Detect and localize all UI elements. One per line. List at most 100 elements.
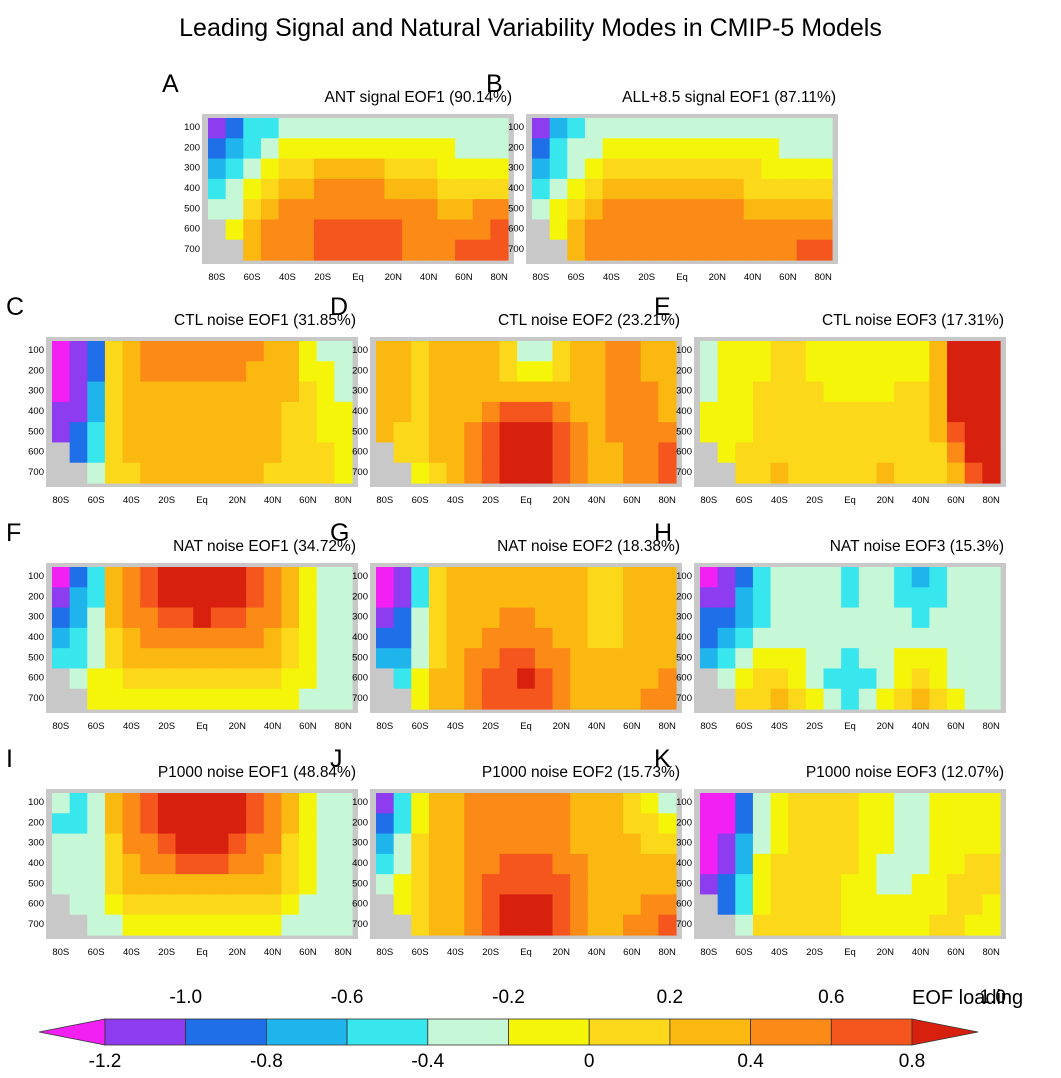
heatmap-cell [770,587,789,609]
heatmap-cell [929,813,948,835]
heatmap-cell [623,688,642,710]
heatmap-cell [104,567,124,588]
heatmap-cell [140,442,159,464]
heatmap-cell [428,853,448,875]
heatmap-cell [841,894,860,916]
heatmap-cell [964,793,983,814]
heatmap-cell [210,853,230,875]
heatmap-cell [428,361,448,383]
heatmap-cell [225,158,244,180]
heatmap-cell [858,894,878,916]
heatmap-cell [87,607,106,629]
y-tick-label: 700 [352,919,368,930]
panel-letter: J [330,745,343,773]
heatmap-cell [393,894,412,916]
heatmap-cell [602,199,621,221]
heatmap-cell [122,627,141,649]
heatmap-cell [605,627,624,649]
heatmap-cell [770,381,789,403]
heatmap-cell [334,567,353,588]
heatmap-cell [929,688,948,710]
heatmap-cell [637,178,657,200]
heatmap-cell [278,178,297,200]
heatmap-cell [673,118,692,139]
heatmap-cell [208,178,227,200]
y-tick-label: 300 [508,163,524,174]
heatmap-cell [549,178,568,200]
heatmap-cell [104,442,124,464]
heatmap-cell [281,341,300,362]
heatmap-cell [446,894,465,916]
heatmap-cell [366,219,386,241]
colorbar-tick-label: 0.6 [818,987,845,1008]
heatmap-cell [796,158,815,180]
heatmap-cell [655,138,674,160]
heatmap-cell [376,462,395,484]
heatmap-cell [658,688,677,710]
heatmap-cell [788,341,807,362]
heatmap-cell [175,627,194,649]
heatmap-cell [717,853,736,875]
heatmap-cell [534,607,554,629]
heatmap-cell [982,648,1001,670]
heatmap-cell [87,894,106,916]
heatmap-cell [52,688,71,710]
heatmap-cell [602,118,621,139]
y-tick-label: 500 [508,203,524,214]
heatmap-cell [334,813,353,835]
y-tick-label: 300 [676,612,692,623]
heatmap-cell [104,361,124,383]
y-tick-label: 100 [352,571,368,582]
heatmap-cell [499,648,518,670]
heatmap-cell [770,422,789,444]
heatmap-cell [313,199,333,221]
heatmap-cell [260,199,280,221]
heatmap-cell [246,401,265,423]
heatmap-cell [175,894,194,916]
x-tick-label: 20S [158,495,175,506]
heatmap-cell [243,138,262,160]
heatmap-cell [947,422,966,444]
heatmap-cell [929,401,948,423]
colorbar-segment [104,1018,187,1046]
heatmap-cell [517,422,536,444]
heatmap-cell [841,587,860,609]
heatmap-cell [690,178,710,200]
heatmap-cell [334,874,353,896]
heatmap-cell [446,648,465,670]
y-tick-label: 100 [352,797,368,808]
heatmap-cell [708,178,727,200]
heatmap-cell [640,442,659,464]
heatmap-cell [472,199,491,221]
heatmap-cell [876,587,895,609]
heatmap-cell [587,361,607,383]
heatmap-cell [376,688,395,710]
panel-letter: I [6,745,13,773]
heatmap-cells [52,341,353,484]
x-tick-label: 20S [482,495,499,506]
heatmap-cell [411,361,430,383]
heatmap-cell [157,874,177,896]
colorbar-segment [669,1018,752,1046]
heatmap-cell [349,239,368,261]
x-tick-label: 60S [736,495,753,506]
heatmap-cell [911,914,931,936]
heatmap-cell [640,587,659,609]
heatmap-cell [402,158,421,180]
x-tick-label: 20S [806,721,823,732]
heatmap-cell [623,648,642,670]
heatmap-cell [376,422,395,444]
heatmap-cell [717,381,736,403]
y-tick-label: 500 [352,878,368,889]
heatmap-cell [296,118,315,139]
heatmap-cell [779,118,798,139]
x-tick-label: 80S [52,495,69,506]
heatmap-cell [281,813,300,835]
heatmap-cell [700,607,719,629]
y-tick-label: 700 [352,693,368,704]
heatmap-cell [911,462,931,484]
heatmap-cell [858,341,878,362]
heatmap-cell [805,648,825,670]
heatmap-cell [263,894,283,916]
